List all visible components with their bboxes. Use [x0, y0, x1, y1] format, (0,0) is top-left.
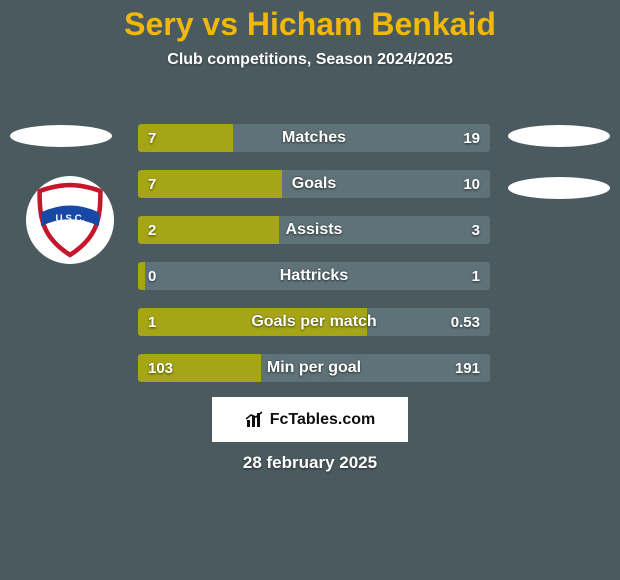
brand-badge[interactable]: FcTables.com	[212, 397, 408, 442]
bar-chart-icon	[245, 411, 265, 429]
stat-row: Min per goal103191	[138, 354, 490, 382]
stat-bar-left	[138, 216, 279, 244]
player-b-avatar-1	[508, 125, 610, 147]
stat-bar-right	[261, 354, 490, 382]
stat-bar-right	[282, 170, 490, 198]
stat-bar-left	[138, 262, 145, 290]
stat-bar-left	[138, 124, 233, 152]
stat-row: Matches719	[138, 124, 490, 152]
stat-row: Assists23	[138, 216, 490, 244]
stat-row: Goals710	[138, 170, 490, 198]
stat-bar-left	[138, 308, 367, 336]
page-subtitle: Club competitions, Season 2024/2025	[0, 51, 620, 69]
brand-text: FcTables.com	[270, 411, 376, 429]
stat-row: Hattricks01	[138, 262, 490, 290]
stat-bar-right	[145, 262, 490, 290]
club-badge-text: U.S.C.	[55, 214, 84, 225]
snapshot-date: 28 february 2025	[0, 453, 620, 473]
page-title: Sery vs Hicham Benkaid	[0, 0, 620, 43]
stat-bar-right	[233, 124, 490, 152]
stat-bar-left	[138, 170, 282, 198]
comparison-bars: Matches719 Goals710 Assists23 Hattricks01 Go…	[138, 124, 490, 400]
stat-bar-left	[138, 354, 261, 382]
stat-bar-right	[367, 308, 490, 336]
player-b-avatar-2	[508, 177, 610, 199]
stat-bar-right	[279, 216, 490, 244]
comparison-page: Sery vs Hicham Benkaid Club competitions…	[0, 0, 620, 580]
shield-icon: U.S.C.	[32, 182, 108, 258]
stat-row: Goals per match10.53	[138, 308, 490, 336]
player-a-avatar	[10, 125, 112, 147]
club-badge: U.S.C.	[26, 176, 114, 264]
